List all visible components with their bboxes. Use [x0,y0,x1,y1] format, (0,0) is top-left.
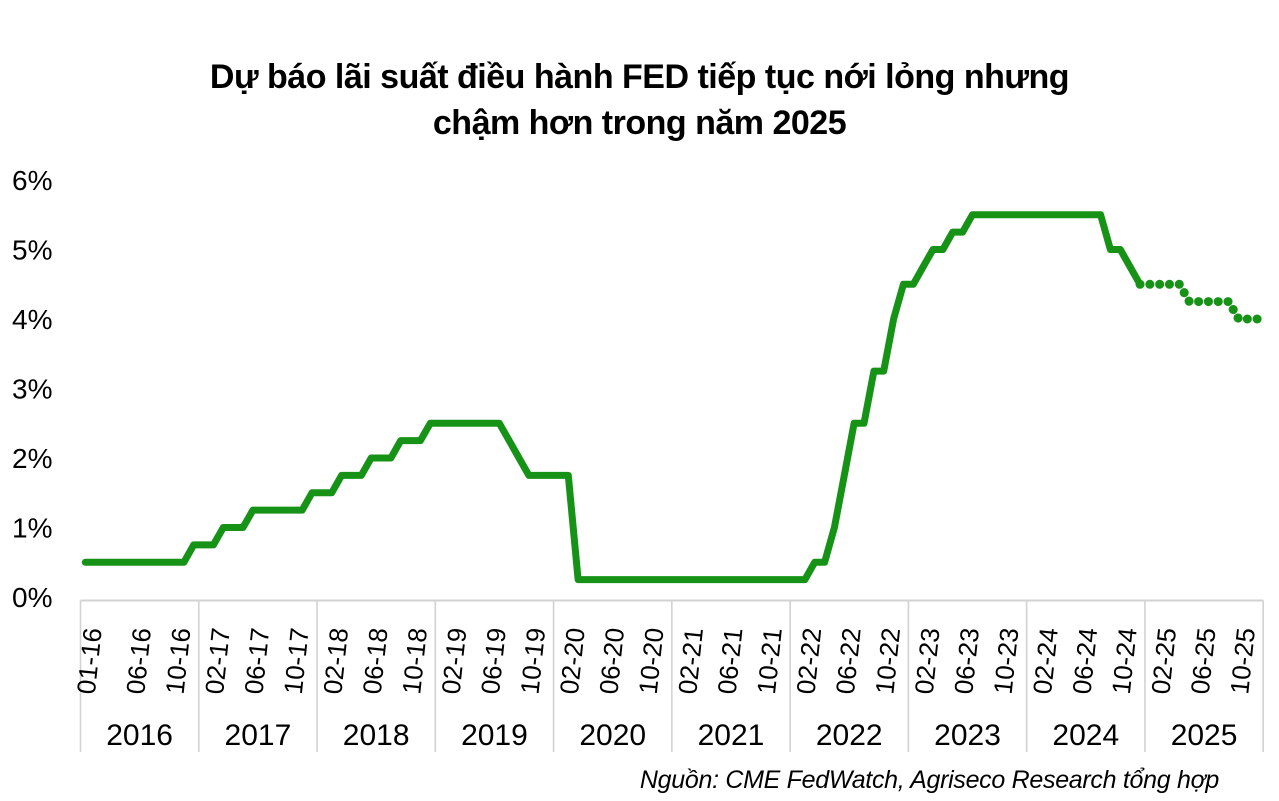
x-axis-year-label: 2021 [698,719,765,752]
x-axis-month-label: 02-21 [672,626,709,695]
chart-title-line2: chậm hơn trong năm 2025 [432,104,847,142]
x-axis-month-label: 10-17 [278,626,315,695]
chart-title: Dự báo lãi suất điều hành FED tiếp tục n… [0,54,1279,146]
x-axis-year-label: 2023 [934,719,1001,752]
x-axis-month-label: 06-24 [1066,626,1103,695]
x-axis-month-label: 02-23 [909,626,946,695]
x-axis-month-label: 06-23 [948,626,985,695]
x-axis-year-label: 2022 [816,719,883,752]
x-axis-month-label: 10-18 [396,626,433,695]
x-axis-month-label: 06-18 [357,626,394,695]
source-note: Nguồn: CME FedWatch, Agriseco Research t… [639,766,1219,794]
chart-title-line1: Dự báo lãi suất điều hành FED tiếp tục n… [209,58,1070,96]
x-axis-month-label: 02-17 [199,626,236,695]
y-axis-tick-label: 1% [12,513,52,544]
x-axis-month-label: 06-16 [120,626,157,695]
x-axis-month-label: 10-25 [1224,626,1261,695]
x-axis-month-label: 06-25 [1185,626,1222,695]
x-axis-year-label: 2016 [106,719,173,752]
x-axis-month-label: 02-22 [790,626,827,695]
x-axis-year-label: 2020 [579,719,646,752]
x-axis-month-label: 06-17 [239,626,276,695]
x-axis-month-label: 10-20 [633,626,670,695]
x-axis-month-label: 06-20 [593,626,630,695]
y-axis-tick-label: 6% [12,165,52,196]
x-axis-month-label: 02-18 [317,626,354,695]
x-axis-month-label: 10-21 [751,626,788,695]
rate-line-forecast [1135,279,1263,324]
x-axis-year-label: 2025 [1171,719,1238,752]
x-axis-month-label: 02-19 [436,626,473,695]
x-axis-month-label: 02-24 [1027,626,1064,695]
y-axis-tick-label: 5% [12,235,52,266]
y-axis-tick-label: 0% [12,582,52,613]
x-axis-month-label: 06-19 [475,626,512,695]
x-axis-month-label: 01-16 [71,626,108,695]
y-axis-tick-label: 2% [12,443,52,474]
x-axis-month-label: 10-23 [988,626,1025,695]
x-axis-year-label: 2024 [1052,719,1119,752]
x-axis-month-label: 06-22 [830,626,867,695]
x-axis-year-label: 2017 [225,719,292,752]
x-axis-month-label: 06-21 [712,626,749,695]
x-axis-year-label: 2018 [343,719,410,752]
y-axis-tick-label: 3% [12,374,52,405]
x-axis-month-label: 10-24 [1106,626,1143,695]
x-axis-month-label: 02-25 [1145,626,1182,695]
x-axis-month-label: 10-19 [514,626,551,695]
x-axis-year-label: 2019 [461,719,528,752]
x-axis-month-label: 10-16 [160,626,197,695]
x-axis-month-label: 10-22 [869,626,906,695]
y-axis-tick-label: 4% [12,304,52,335]
x-axis-month-label: 02-20 [554,626,591,695]
rate-line-historical [81,211,1144,584]
